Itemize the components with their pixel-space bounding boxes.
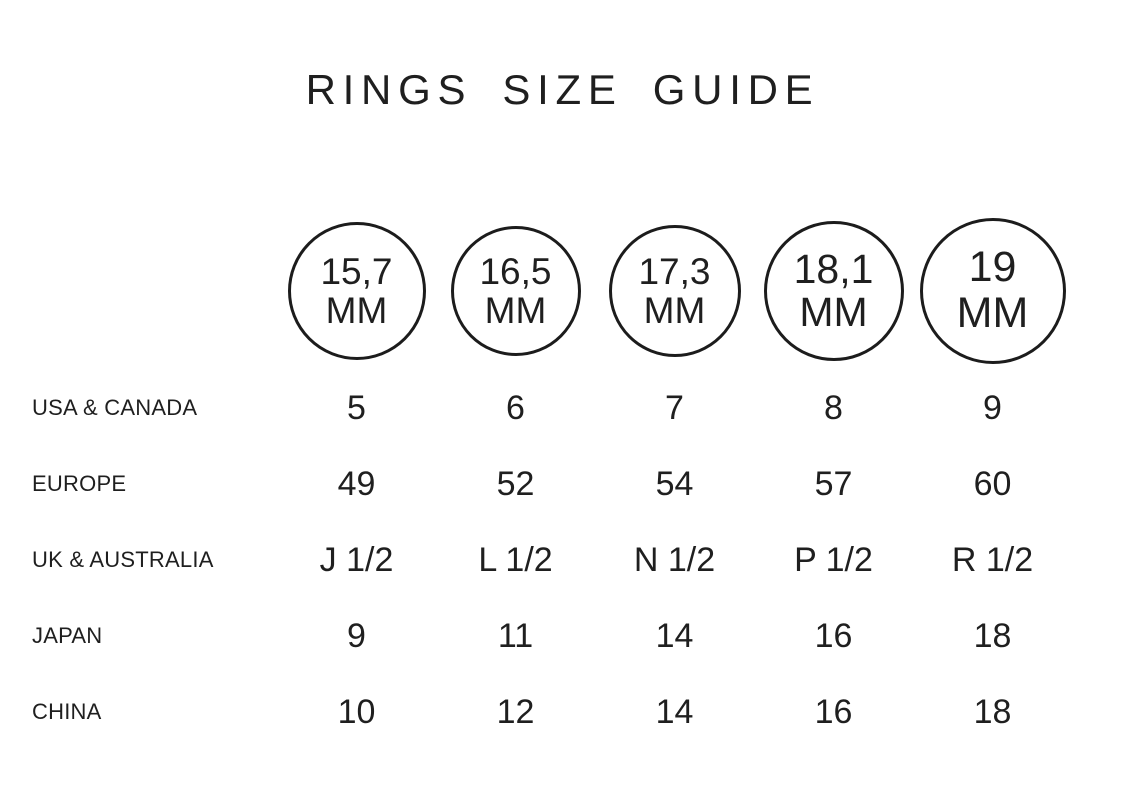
ring-circle-16-5mm: 16,5 MM — [450, 226, 581, 356]
size-value: 14 — [655, 692, 694, 731]
size-value: 6 — [506, 388, 525, 427]
size-value: J 1/2 — [319, 540, 394, 579]
size-value: 9 — [347, 616, 366, 655]
ring-cell-2: 16,5 MM — [450, 226, 581, 356]
row-uk-australia: UK & AUSTRALIA J 1/2 L 1/2 N 1/2 P 1/2 R… — [32, 522, 1072, 598]
size-value: 16 — [814, 692, 853, 731]
size-value: 11 — [497, 616, 534, 655]
size-value: 18 — [973, 616, 1012, 655]
size-value: 12 — [496, 692, 535, 731]
ring-diameter-unit: MM — [325, 290, 388, 331]
size-value: R 1/2 — [951, 540, 1034, 579]
size-value: 49 — [337, 464, 376, 503]
row-usa-canada: USA & CANADA 5 6 7 8 9 — [32, 370, 1072, 446]
size-value: L 1/2 — [478, 540, 553, 579]
size-value: 5 — [347, 388, 366, 427]
ring-diameter-unit: MM — [956, 289, 1029, 337]
size-value: 16 — [814, 616, 853, 655]
ring-diameter-value: 15,7 — [320, 250, 393, 292]
ring-circle-18-1mm: 18,1 MM — [763, 221, 904, 361]
ring-diameter-unit: MM — [484, 290, 547, 331]
ring-diameter-unit: MM — [643, 290, 706, 331]
page-title: RINGS SIZE GUIDE — [305, 66, 820, 113]
ring-cell-4: 18,1 MM — [763, 221, 904, 361]
ring-circle-17-3mm: 17,3 MM — [608, 225, 741, 357]
size-value: 8 — [824, 388, 843, 427]
row-china: CHINA 10 12 14 16 18 — [32, 674, 1072, 750]
ring-diameter-header-row: 15,7 MM 16,5 MM 17,3 MM 18,1 MM — [32, 212, 1072, 370]
region-label-europe: EUROPE — [32, 471, 127, 496]
region-label-usa-canada: USA & CANADA — [32, 395, 198, 420]
ring-circle-19mm: 19 MM — [919, 218, 1066, 364]
size-value: N 1/2 — [633, 540, 716, 579]
size-value: 7 — [665, 388, 684, 427]
size-value: 14 — [655, 616, 694, 655]
size-value: 10 — [337, 692, 376, 731]
size-value: 18 — [973, 692, 1012, 731]
ring-circle-15-7mm: 15,7 MM — [287, 222, 426, 360]
size-value: 60 — [973, 464, 1012, 503]
region-label-china: CHINA — [32, 699, 102, 724]
row-europe: EUROPE 49 52 54 57 60 — [32, 446, 1072, 522]
ring-cell-5: 19 MM — [919, 218, 1066, 364]
ring-cell-3: 17,3 MM — [608, 225, 741, 357]
ring-diameter-unit: MM — [799, 289, 868, 335]
ring-diameter-value: 18,1 — [793, 245, 874, 292]
size-value: 9 — [983, 388, 1002, 427]
ring-diameter-value: 17,3 — [638, 250, 711, 292]
size-value: 54 — [655, 464, 694, 503]
region-label-japan: JAPAN — [32, 623, 103, 648]
ring-diameter-value: 16,5 — [479, 250, 552, 292]
region-label-uk-australia: UK & AUSTRALIA — [32, 547, 214, 572]
size-value: 52 — [496, 464, 535, 503]
ring-diameter-value: 19 — [968, 243, 1017, 292]
size-value: 57 — [814, 464, 853, 503]
size-guide-table: 15,7 MM 16,5 MM 17,3 MM 18,1 MM — [32, 212, 1072, 750]
ring-cell-1: 15,7 MM — [287, 222, 426, 360]
row-japan: JAPAN 9 11 14 16 18 — [32, 598, 1072, 674]
size-value: P 1/2 — [794, 540, 873, 579]
